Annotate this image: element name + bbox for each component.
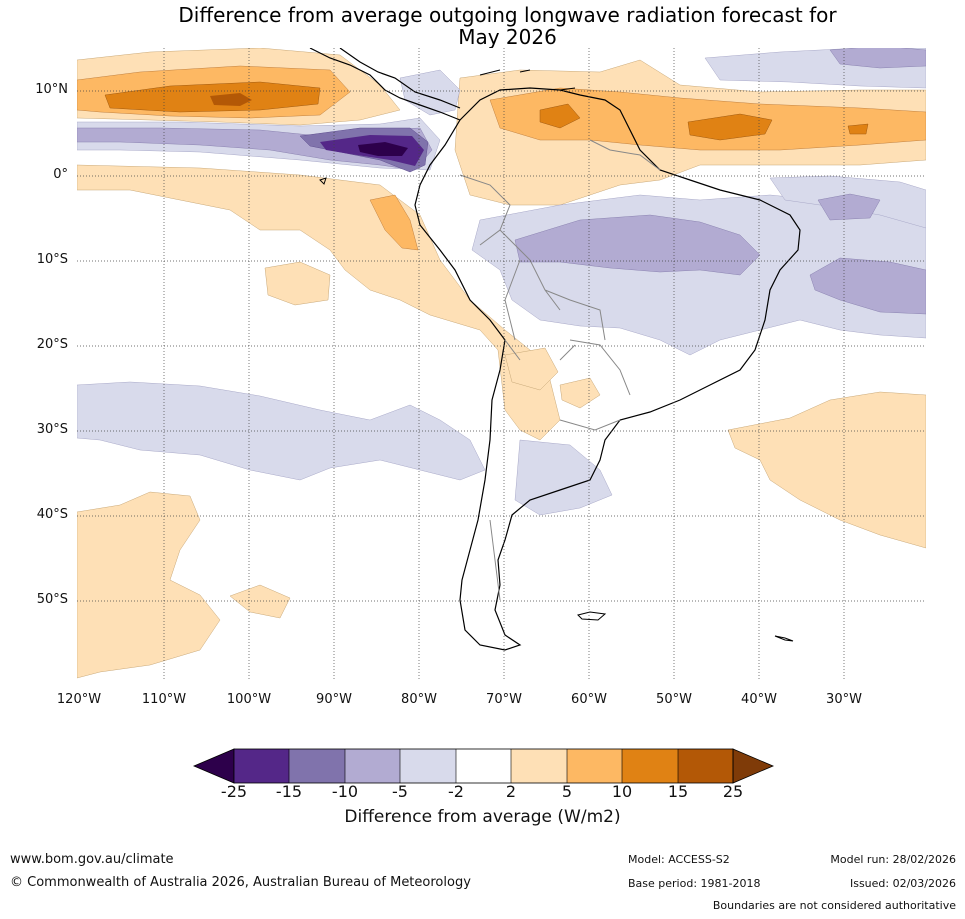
footer-copyright: © Commonwealth of Australia 2026, Austra… [10,875,471,890]
lon-label-110w: 110°W [141,692,187,707]
footer-base-period: Base period: 1981-2018 [628,877,761,890]
lat-label-30s: 30°S [36,422,68,437]
colorbar-tick-minus2: -2 [448,782,464,801]
south-america-coastline [414,87,801,651]
falkland-islands [577,611,607,621]
colorbar-tick-2: 2 [505,782,517,801]
lat-label-10n: 10°N [35,82,68,97]
footer-issued: Issued: 02/03/2026 [849,877,956,890]
lon-label-60w: 60°W [571,692,607,707]
map-title: Difference from average outgoing longwav… [0,4,965,48]
lon-label-120w: 120°W [56,692,102,707]
anomaly-pos-10-caribbean [539,103,581,129]
colorbar-tick-minus10: -10 [331,782,359,801]
anomaly-pos-2-patch-a [264,261,331,306]
title-line-2: May 2026 [458,25,557,49]
south-georgia [774,635,794,642]
colorbar-tick-minus25: -25 [220,782,248,801]
anomaly-pos-2-patch-b [229,584,291,619]
lat-label-40s: 40°S [36,507,68,522]
anomaly-neg-2-argentina [514,439,613,516]
lon-label-90w: 90°W [316,692,352,707]
colorbar-tick-10: 10 [611,782,633,801]
anomaly-pos-2-south-atlantic [727,391,926,549]
colorbar-tick-15: 15 [667,782,689,801]
anomaly-neg-25-core [358,142,408,156]
country-borders [459,139,661,601]
footer-disclaimer: Boundaries are not considered authoritat… [712,899,956,912]
caribbean-islands [479,69,576,91]
anomaly-pos-2-patch-c [559,377,601,409]
lon-label-30w: 30°W [826,692,862,707]
anomaly-field [77,48,926,680]
anomaly-neg-5-north-atlantic [829,48,926,69]
anomaly-neg-5-amazon [514,214,761,276]
anomaly-pos-15-core [210,93,252,106]
colorbar-title: Difference from average (W/m2) [344,807,621,827]
lon-label-40w: 40°W [741,692,777,707]
anomaly-pos-2-south-pacific [77,491,221,679]
anomaly-pos-10-patch [847,123,869,135]
central-america-north-coast [339,48,461,109]
footer-url[interactable]: www.bom.gov.au/climate [10,852,174,867]
footer-model: Model: ACCESS-S2 [628,853,730,866]
colorbar-tick-25: 25 [722,782,744,801]
lat-label-0: 0° [53,167,68,182]
anomaly-neg-5-south-atlantic [809,257,926,315]
lon-label-70w: 70°W [486,692,522,707]
lon-label-80w: 80°W [401,692,437,707]
lat-label-20s: 20°S [36,337,68,352]
central-america-coastline [309,48,461,121]
galapagos-islands [319,177,327,185]
lat-label-10s: 10°S [36,252,68,267]
lon-label-100w: 100°W [226,692,272,707]
colorbar-tick-minus15: -15 [275,782,303,801]
anomaly-neg-5-atlantic-patch [817,193,881,221]
anomaly-pos-10-atlantic [687,113,773,141]
colorbar-tick-minus5: -5 [392,782,408,801]
title-line-1: Difference from average outgoing longwav… [178,3,837,27]
footer-model-run: Model run: 28/02/2026 [830,853,956,866]
colorbar-tick-5: 5 [561,782,573,801]
gridlines [77,48,926,680]
lon-label-50w: 50°W [656,692,692,707]
lat-label-50s: 50°S [36,592,68,607]
anomaly-pos-5-equatorial [369,194,419,251]
